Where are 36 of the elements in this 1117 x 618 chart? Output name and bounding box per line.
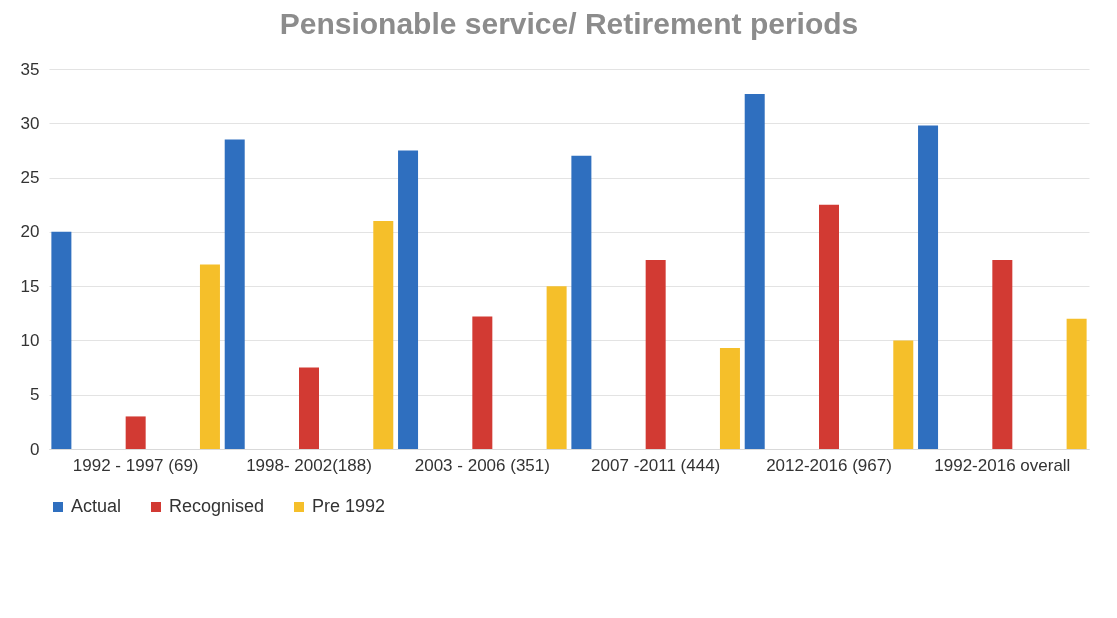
bar [546, 286, 567, 449]
bar [199, 264, 220, 449]
bar [918, 125, 939, 449]
y-tick-label: 20 [20, 222, 40, 242]
bar [51, 231, 72, 449]
legend-label: Pre 1992 [312, 496, 386, 516]
bar [472, 316, 493, 449]
x-tick-label: 2007 -2011 (444) [591, 455, 721, 475]
y-tick-label: 25 [20, 168, 40, 188]
bar [744, 93, 765, 449]
y-tick-label: 5 [30, 385, 40, 405]
bar [299, 367, 319, 449]
x-tick-label: 1992 - 1997 (69) [72, 455, 199, 475]
x-tick-label: 2003 - 2006 (351) [414, 455, 550, 475]
legend-label: Actual [71, 496, 122, 516]
bar [224, 139, 245, 449]
bar [992, 260, 1013, 449]
y-tick-label: 35 [20, 59, 40, 79]
x-tick-label: 2012-2016 (967) [766, 455, 892, 475]
bar [719, 348, 740, 449]
y-tick-label: 10 [20, 330, 40, 350]
bar [1066, 318, 1087, 449]
bar [819, 204, 839, 449]
bar [893, 340, 914, 449]
y-tick-label: 0 [30, 439, 40, 459]
bar [571, 155, 592, 449]
bar [645, 260, 666, 449]
legend-label: Recognised [169, 496, 265, 516]
x-tick-label: 1992-2016 overall [934, 455, 1071, 475]
y-tick-label: 30 [20, 113, 40, 133]
bar [398, 150, 419, 449]
y-tick-label: 15 [20, 276, 40, 296]
bar [125, 416, 146, 449]
chart-title: Pensionable service/ Retirement periods [279, 7, 859, 40]
bar [373, 221, 394, 449]
x-tick-label: 1998- 2002(188) [246, 455, 372, 475]
